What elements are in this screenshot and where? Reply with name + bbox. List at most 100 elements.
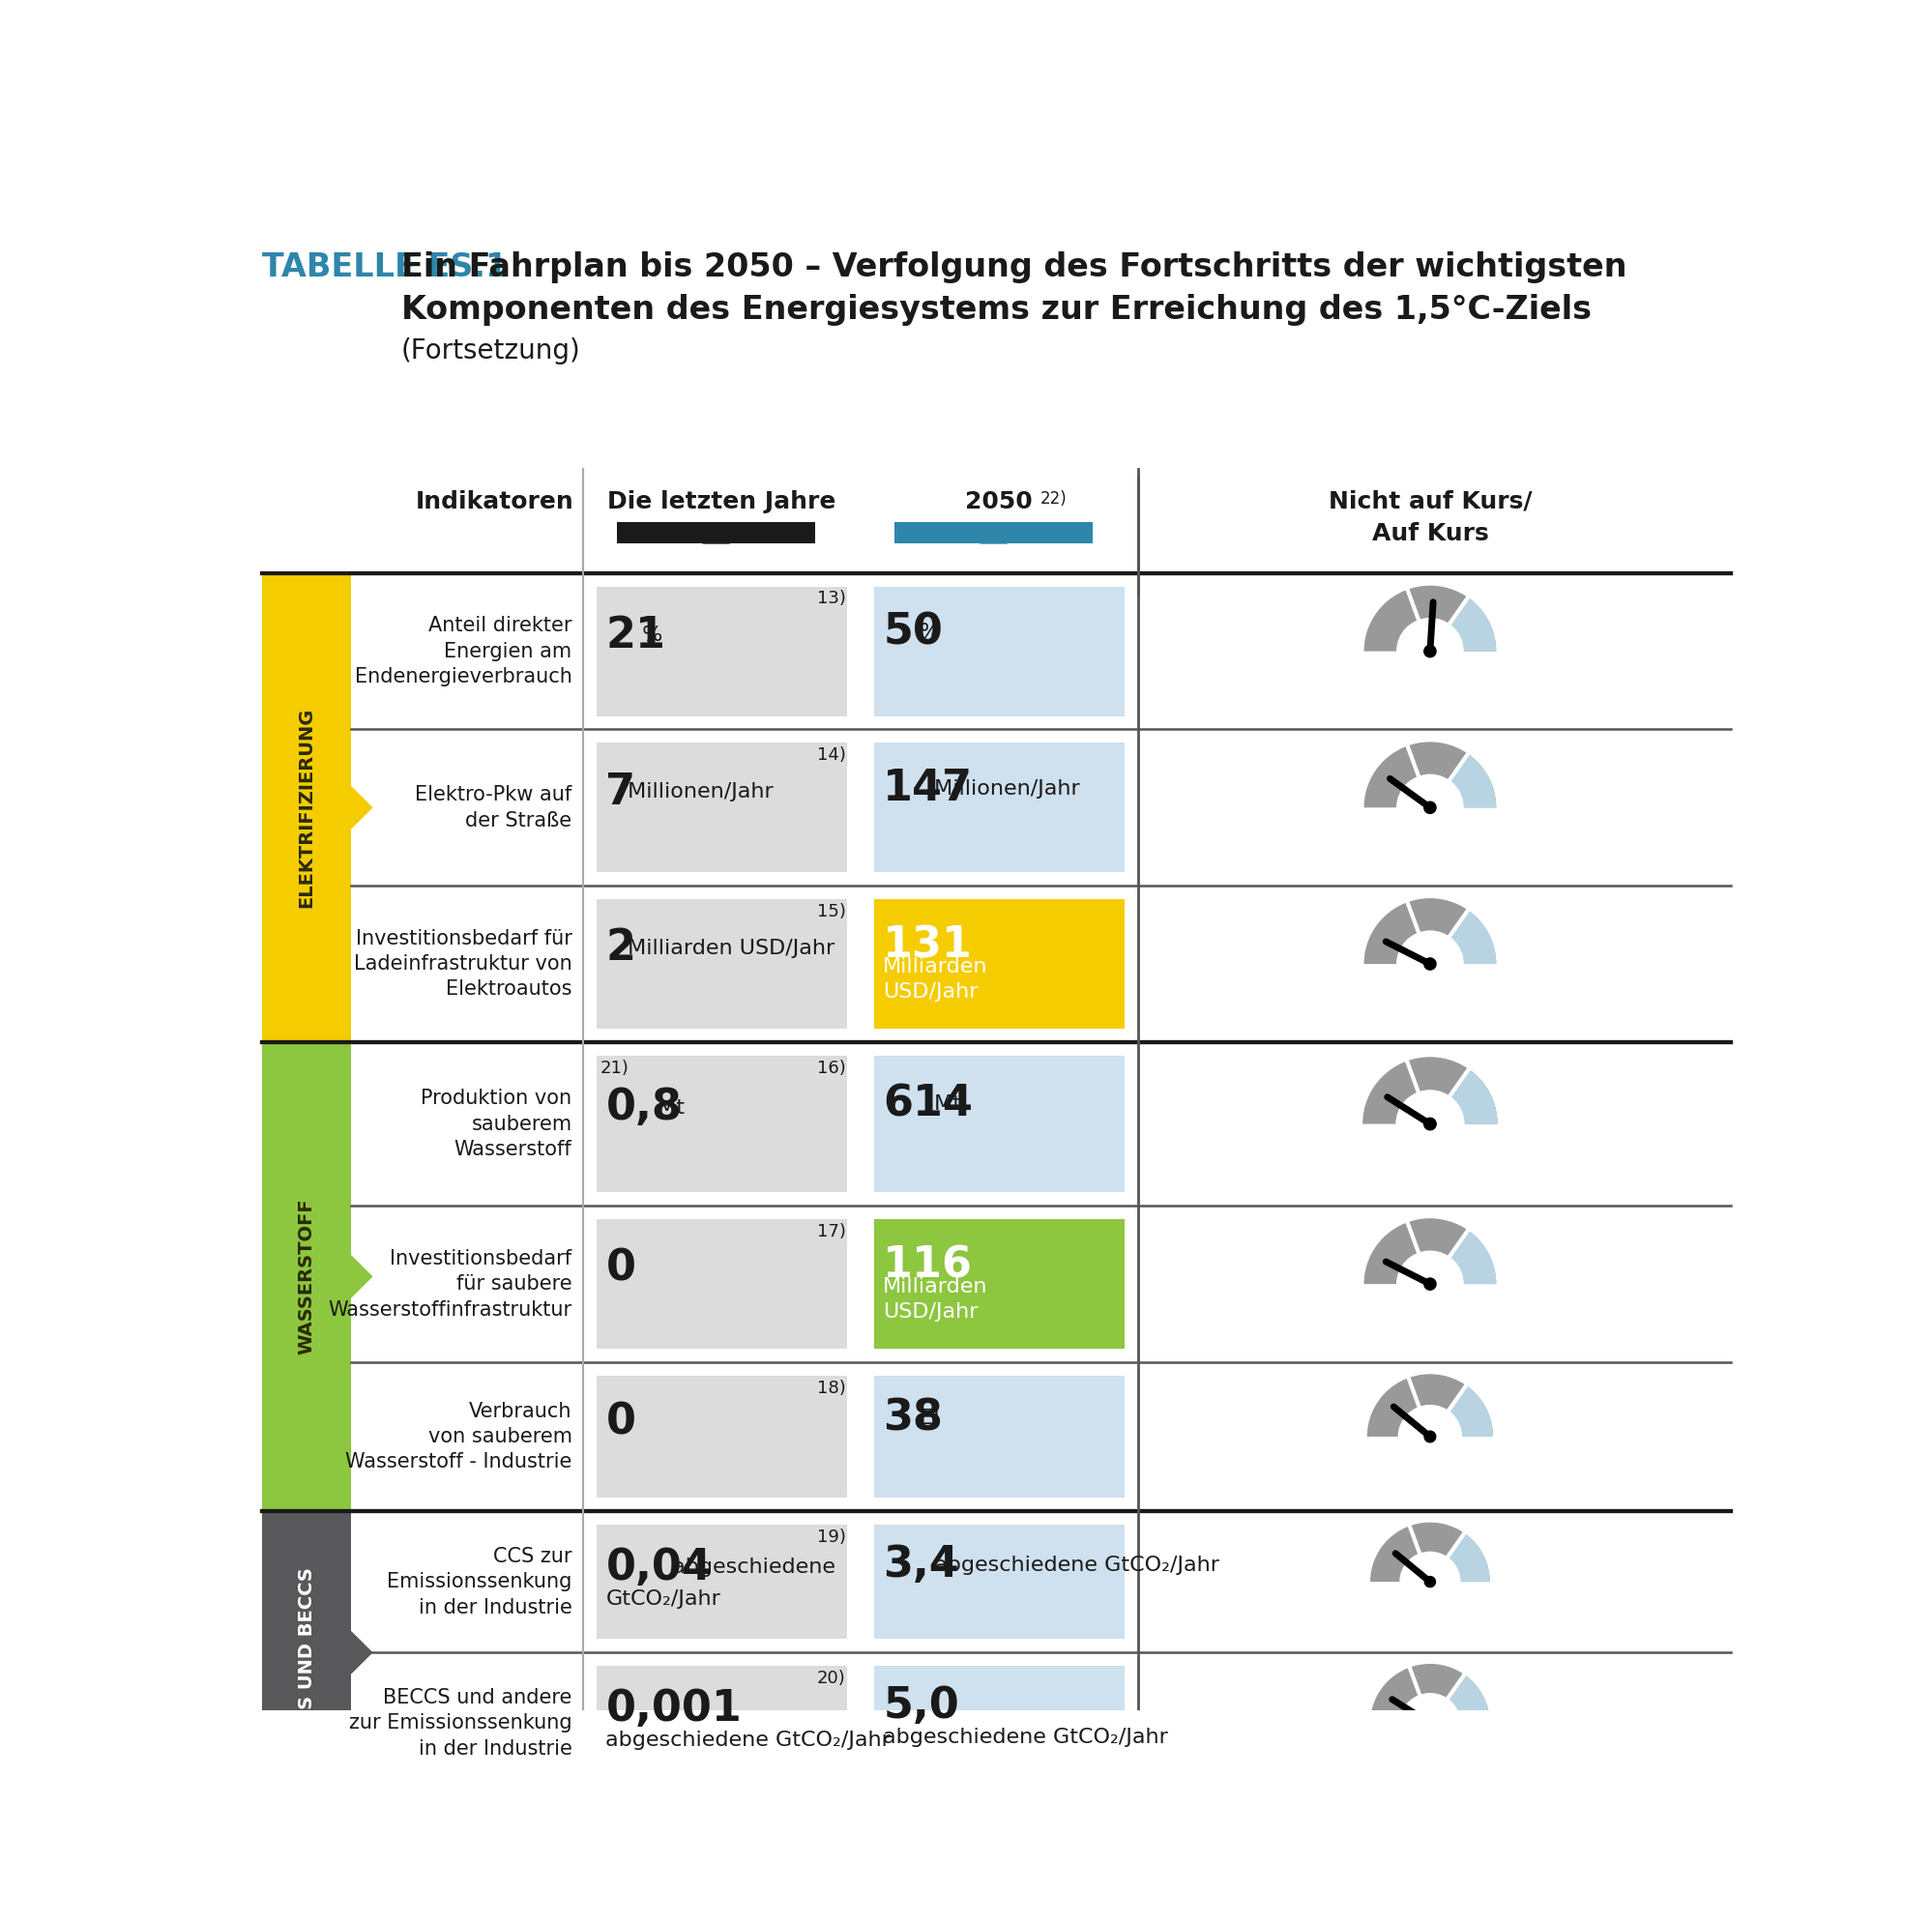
Circle shape <box>1397 930 1463 998</box>
Text: Indikatoren: Indikatoren <box>415 490 574 513</box>
Text: 147: 147 <box>883 769 974 809</box>
Bar <box>597 1219 846 1349</box>
Text: 19): 19) <box>817 1528 846 1545</box>
Text: 50: 50 <box>883 611 943 653</box>
Circle shape <box>1401 1553 1461 1611</box>
Text: abgeschiedene GtCO₂/Jahr: abgeschiedene GtCO₂/Jahr <box>607 1730 891 1749</box>
Text: 3,4: 3,4 <box>883 1543 958 1586</box>
Circle shape <box>1397 619 1463 684</box>
Circle shape <box>1397 775 1463 840</box>
Text: 13): 13) <box>817 590 846 607</box>
Circle shape <box>1424 1576 1435 1588</box>
Text: Verbrauch
von sauberem
Wasserstoff - Industrie: Verbrauch von sauberem Wasserstoff - Ind… <box>346 1401 572 1472</box>
Text: TABELLE ES.1: TABELLE ES.1 <box>263 252 508 283</box>
Text: Millionen/Jahr: Millionen/Jahr <box>927 778 1080 798</box>
Circle shape <box>1424 801 1435 813</box>
Text: 0: 0 <box>607 1401 636 1443</box>
Bar <box>873 1219 1124 1349</box>
Wedge shape <box>1368 1374 1493 1436</box>
Text: 116: 116 <box>883 1244 974 1286</box>
Bar <box>895 523 1094 544</box>
Text: abgeschiedene GtCO₂/Jahr: abgeschiedene GtCO₂/Jahr <box>883 1728 1169 1747</box>
Wedge shape <box>1370 1664 1490 1724</box>
Bar <box>597 1055 846 1192</box>
Bar <box>597 1524 846 1639</box>
Text: 21): 21) <box>601 1059 630 1076</box>
Text: 2050: 2050 <box>966 490 1034 513</box>
Text: 20): 20) <box>817 1670 846 1688</box>
Circle shape <box>1424 646 1435 657</box>
Text: %: % <box>636 627 663 646</box>
Bar <box>263 1042 352 1511</box>
Circle shape <box>1424 1119 1435 1130</box>
Text: EJ: EJ <box>912 1409 939 1428</box>
Wedge shape <box>1430 911 1495 965</box>
Text: GtCO₂/Jahr: GtCO₂/Jahr <box>607 1589 721 1609</box>
Polygon shape <box>352 1632 371 1674</box>
Text: %: % <box>912 623 941 642</box>
Circle shape <box>1399 1405 1461 1468</box>
Polygon shape <box>980 523 1007 544</box>
Bar <box>873 1055 1124 1192</box>
Bar <box>597 586 846 717</box>
Text: Investitionsbedarf für
Ladeinfrastruktur von
Elektroautos: Investitionsbedarf für Ladeinfrastruktur… <box>354 928 572 999</box>
Wedge shape <box>1430 753 1495 807</box>
Wedge shape <box>1364 586 1495 652</box>
Text: (Fortsetzung): (Fortsetzung) <box>402 336 582 363</box>
Polygon shape <box>352 1255 371 1297</box>
Polygon shape <box>352 786 371 828</box>
Bar <box>873 1524 1124 1639</box>
Text: Elektro-Pkw auf
der Straße: Elektro-Pkw auf der Straße <box>415 786 572 830</box>
Bar <box>873 899 1124 1028</box>
Wedge shape <box>1362 1057 1497 1124</box>
Text: Milliarden USD/Jahr: Milliarden USD/Jahr <box>620 938 835 957</box>
Polygon shape <box>703 523 730 544</box>
Text: 14): 14) <box>817 746 846 763</box>
Text: Millionen/Jahr: Millionen/Jahr <box>620 782 773 801</box>
Text: 21: 21 <box>607 615 667 657</box>
Text: 5,0: 5,0 <box>883 1686 958 1728</box>
Bar <box>597 899 846 1028</box>
Bar <box>263 573 352 1042</box>
Text: 7: 7 <box>607 771 636 813</box>
Text: 0: 0 <box>607 1247 636 1290</box>
Text: Die letzten Jahre: Die letzten Jahre <box>607 490 837 513</box>
Bar <box>873 1376 1124 1497</box>
Wedge shape <box>1430 1674 1490 1724</box>
Bar <box>263 1511 352 1793</box>
Wedge shape <box>1364 898 1495 965</box>
Wedge shape <box>1364 1219 1495 1284</box>
Text: Mt: Mt <box>927 1096 962 1115</box>
Wedge shape <box>1430 598 1495 652</box>
Text: Produktion von
sauberem
Wasserstoff: Produktion von sauberem Wasserstoff <box>421 1088 572 1159</box>
Text: ELEKTRIFIZIERUNG: ELEKTRIFIZIERUNG <box>298 707 317 907</box>
Text: CCS UND BECCS: CCS UND BECCS <box>298 1568 317 1737</box>
Text: Mt: Mt <box>651 1097 684 1117</box>
Text: 2: 2 <box>607 928 636 969</box>
Wedge shape <box>1364 742 1495 807</box>
Circle shape <box>1424 1432 1435 1442</box>
Text: 38: 38 <box>883 1397 943 1440</box>
Text: Nicht auf Kurs/
Auf Kurs: Nicht auf Kurs/ Auf Kurs <box>1329 490 1532 546</box>
Circle shape <box>1397 1090 1464 1157</box>
Wedge shape <box>1370 1522 1490 1582</box>
Bar <box>597 1376 846 1497</box>
Text: 0,8: 0,8 <box>607 1086 682 1128</box>
Text: Anteil direkter
Energien am
Endenergieverbrauch: Anteil direkter Energien am Endenergieve… <box>355 617 572 686</box>
Bar <box>616 523 815 544</box>
Text: Milliarden
USD/Jahr: Milliarden USD/Jahr <box>883 1278 987 1322</box>
Text: abgeschiedene GtCO₂/Jahr: abgeschiedene GtCO₂/Jahr <box>927 1555 1219 1574</box>
Circle shape <box>1397 1251 1463 1317</box>
Text: BECCS und andere
zur Emissionssenkung
in der Industrie: BECCS und andere zur Emissionssenkung in… <box>350 1688 572 1759</box>
Text: Investitionsbedarf
für saubere
Wasserstoffinfrastruktur: Investitionsbedarf für saubere Wassersto… <box>328 1249 572 1318</box>
Text: Milliarden
USD/Jahr: Milliarden USD/Jahr <box>883 957 987 1001</box>
Text: 15): 15) <box>817 903 846 921</box>
Wedge shape <box>1430 1069 1497 1124</box>
Text: 18): 18) <box>817 1380 846 1397</box>
Text: WASSERSTOFF: WASSERSTOFF <box>298 1199 317 1355</box>
Circle shape <box>1424 1278 1435 1290</box>
Circle shape <box>1424 957 1435 971</box>
Bar <box>873 1666 1124 1780</box>
Wedge shape <box>1430 1534 1490 1582</box>
Bar <box>873 742 1124 873</box>
